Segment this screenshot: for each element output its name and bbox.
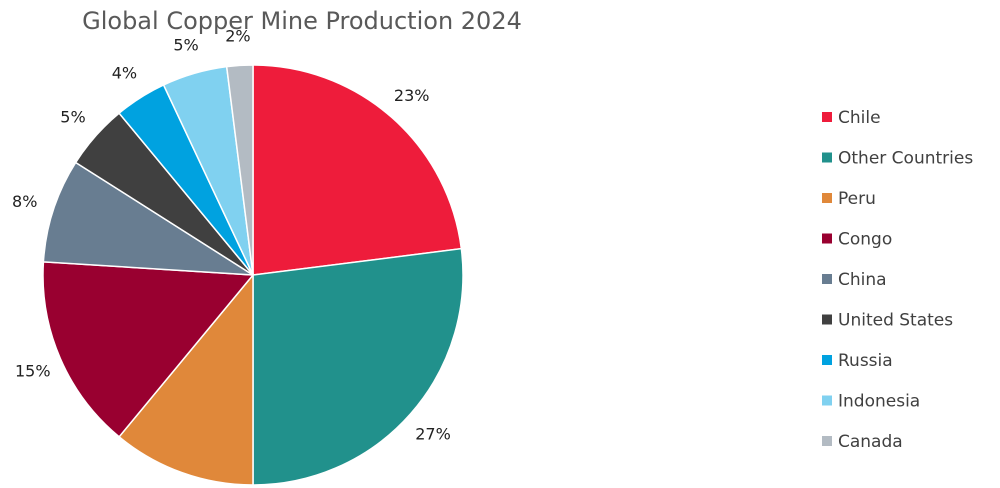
legend-swatch-chile <box>822 112 832 122</box>
legend-label-united-states: United States <box>838 311 953 331</box>
legend: Chile Other Countries Peru Congo China United… <box>822 108 973 452</box>
legend-swatch-russia <box>822 355 832 365</box>
legend-label-chile: Chile <box>838 108 881 128</box>
legend-swatch-peru <box>822 193 832 203</box>
slice-label-congo: 15% <box>15 361 51 380</box>
legend-item-russia: Russia <box>822 351 893 371</box>
legend-swatch-united-states <box>822 314 832 325</box>
legend-swatch-other-countries <box>822 152 832 163</box>
legend-item-indonesia: Indonesia <box>822 392 920 412</box>
legend-label-china: China <box>838 270 887 290</box>
legend-label-congo: Congo <box>838 230 892 250</box>
legend-label-indonesia: Indonesia <box>838 392 920 412</box>
legend-label-peru: Peru <box>838 189 876 209</box>
legend-item-canada: Canada <box>822 432 903 452</box>
legend-label-russia: Russia <box>838 351 893 371</box>
legend-swatch-canada <box>822 436 832 446</box>
slice-label-china: 8% <box>12 192 37 211</box>
slice-label-canada: 2% <box>225 26 250 45</box>
pie-slice-congo <box>42 261 255 438</box>
slice-label-other-countries: 27% <box>415 425 451 444</box>
legend-swatch-congo <box>822 233 832 244</box>
slice-label-russia: 4% <box>112 63 137 82</box>
legend-item-other-countries: Other Countries <box>822 149 973 169</box>
legend-label-canada: Canada <box>838 432 903 452</box>
legend-item-peru: Peru <box>822 189 876 209</box>
slice-label-indonesia: 5% <box>173 36 198 55</box>
legend-label-other-countries: Other Countries <box>838 149 973 169</box>
pie-slice-canada <box>225 64 254 276</box>
pie-slice-china <box>42 161 254 276</box>
legend-item-chile: Chile <box>822 108 881 128</box>
pie-slice-other-countries <box>252 247 464 486</box>
chart-title: Global Copper Mine Production 2024 <box>82 7 522 35</box>
legend-swatch-china <box>822 274 832 284</box>
legend-swatch-indonesia <box>822 395 832 406</box>
legend-item-china: China <box>822 270 887 290</box>
legend-item-congo: Congo <box>822 230 892 250</box>
pie-slice-chile <box>252 64 463 276</box>
pie-slices <box>42 64 464 486</box>
pie-slice-peru <box>118 272 254 486</box>
slice-label-chile: 23% <box>394 86 430 105</box>
legend-item-united-states: United States <box>822 311 953 331</box>
slice-labels: 23%27%11%15%8%5%4%5%2% <box>12 26 451 444</box>
slice-label-united-states: 5% <box>60 107 85 126</box>
